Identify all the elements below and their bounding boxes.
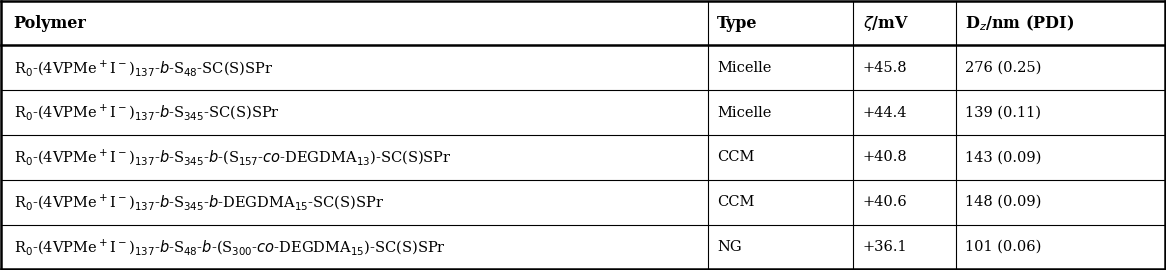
Text: D$_z$/nm (PDI): D$_z$/nm (PDI) <box>965 14 1074 33</box>
Text: 139 (0.11): 139 (0.11) <box>965 106 1041 120</box>
Text: +40.8: +40.8 <box>863 150 907 164</box>
Text: R$_0$-(4VPMe$^+$I$^-$)$_{137}$-$b$-S$_{345}$-$b$-DEGDMA$_{15}$-SC(S)SPr: R$_0$-(4VPMe$^+$I$^-$)$_{137}$-$b$-S$_{3… <box>14 192 384 212</box>
Text: CCM: CCM <box>717 195 754 209</box>
Text: Type: Type <box>717 15 758 32</box>
Text: CCM: CCM <box>717 150 754 164</box>
Text: NG: NG <box>717 240 742 254</box>
Text: +40.6: +40.6 <box>863 195 907 209</box>
Text: Micelle: Micelle <box>717 106 771 120</box>
Text: 101 (0.06): 101 (0.06) <box>965 240 1041 254</box>
Text: +45.8: +45.8 <box>863 61 907 75</box>
Text: 276 (0.25): 276 (0.25) <box>965 61 1041 75</box>
Text: 143 (0.09): 143 (0.09) <box>965 150 1041 164</box>
Text: R$_0$-(4VPMe$^+$I$^-$)$_{137}$-$b$-S$_{345}$-SC(S)SPr: R$_0$-(4VPMe$^+$I$^-$)$_{137}$-$b$-S$_{3… <box>14 103 280 123</box>
Text: +36.1: +36.1 <box>863 240 907 254</box>
Text: $\zeta$/mV: $\zeta$/mV <box>863 14 908 33</box>
Text: R$_0$-(4VPMe$^+$I$^-$)$_{137}$-$b$-S$_{48}$-SC(S)SPr: R$_0$-(4VPMe$^+$I$^-$)$_{137}$-$b$-S$_{4… <box>14 58 273 78</box>
Text: 148 (0.09): 148 (0.09) <box>965 195 1041 209</box>
Text: R$_0$-(4VPMe$^+$I$^-$)$_{137}$-$b$-S$_{48}$-$b$-(S$_{300}$-$co$-DEGDMA$_{15}$)-S: R$_0$-(4VPMe$^+$I$^-$)$_{137}$-$b$-S$_{4… <box>14 237 445 257</box>
Text: +44.4: +44.4 <box>863 106 907 120</box>
Text: Micelle: Micelle <box>717 61 771 75</box>
Text: Polymer: Polymer <box>14 15 86 32</box>
Text: R$_0$-(4VPMe$^+$I$^-$)$_{137}$-$b$-S$_{345}$-$b$-(S$_{157}$-$co$-DEGDMA$_{13}$)-: R$_0$-(4VPMe$^+$I$^-$)$_{137}$-$b$-S$_{3… <box>14 147 451 167</box>
